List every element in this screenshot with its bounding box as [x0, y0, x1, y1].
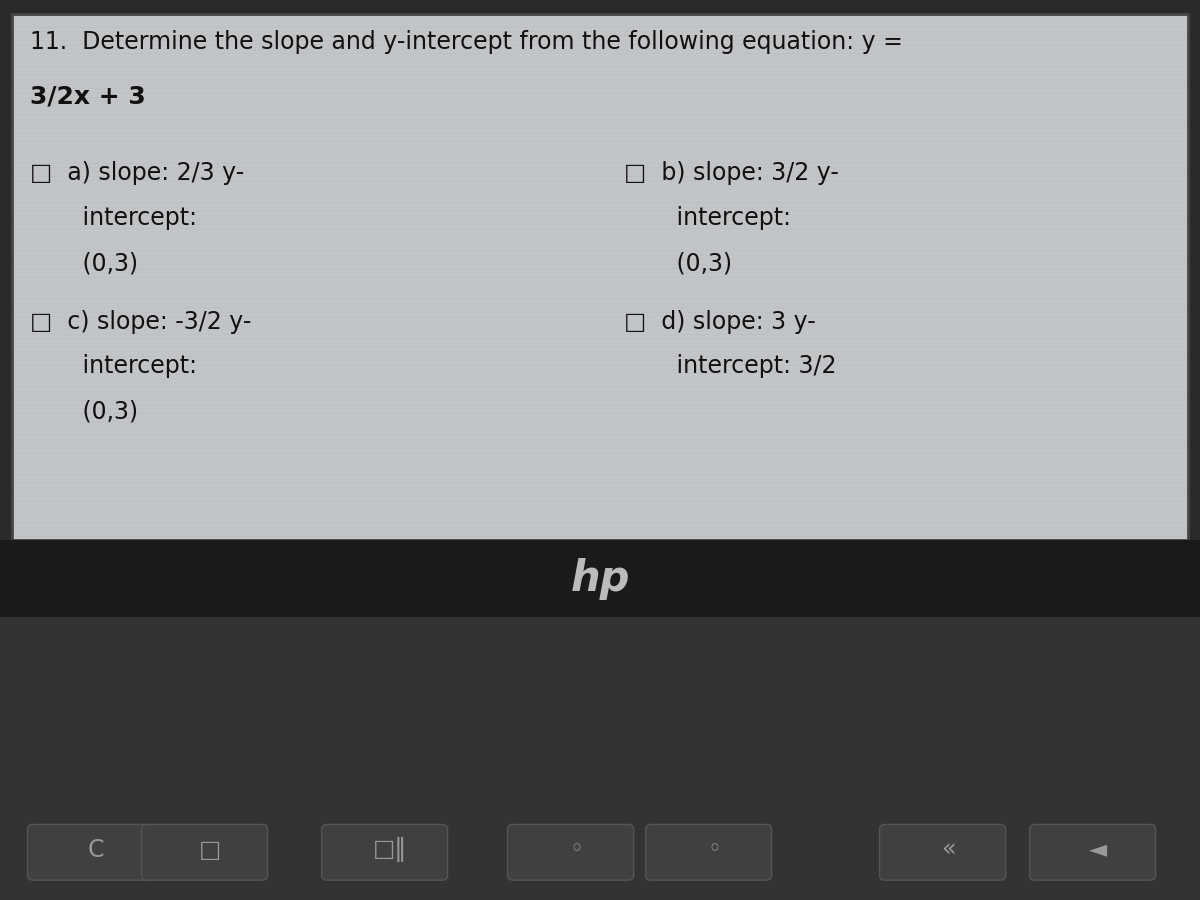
Text: □  b) slope: 3/2 y-: □ b) slope: 3/2 y-	[624, 161, 839, 185]
Text: ◦: ◦	[707, 838, 721, 861]
Text: (0,3): (0,3)	[30, 400, 138, 424]
Text: 3/2x + 3: 3/2x + 3	[30, 85, 145, 109]
Text: ◦: ◦	[569, 838, 583, 861]
Text: □‖: □‖	[373, 837, 407, 862]
FancyBboxPatch shape	[1030, 824, 1156, 880]
FancyBboxPatch shape	[646, 824, 772, 880]
Text: intercept:: intercept:	[30, 206, 197, 230]
Text: □  d) slope: 3 y-: □ d) slope: 3 y-	[624, 310, 816, 334]
Text: ◄: ◄	[1088, 838, 1108, 861]
Bar	[12, 14, 1188, 540]
Text: (0,3): (0,3)	[30, 251, 138, 275]
FancyBboxPatch shape	[322, 824, 448, 880]
Text: 11.  Determine the slope and y-intercept from the following equation: y =: 11. Determine the slope and y-intercept …	[30, 31, 902, 55]
Text: «: «	[941, 838, 955, 861]
Text: □  c) slope: -3/2 y-: □ c) slope: -3/2 y-	[30, 310, 251, 334]
Text: intercept:: intercept:	[624, 206, 791, 230]
Text: □: □	[199, 838, 221, 861]
FancyBboxPatch shape	[28, 824, 154, 880]
Text: (0,3): (0,3)	[624, 251, 732, 275]
Text: intercept:: intercept:	[30, 355, 197, 379]
FancyBboxPatch shape	[880, 824, 1006, 880]
FancyBboxPatch shape	[508, 824, 634, 880]
Text: hp: hp	[570, 558, 630, 599]
FancyBboxPatch shape	[142, 824, 268, 880]
Bar	[0, 540, 1200, 617]
Text: □  a) slope: 2/3 y-: □ a) slope: 2/3 y-	[30, 161, 245, 185]
Text: C: C	[88, 838, 104, 861]
Bar	[0, 616, 1200, 900]
Text: intercept: 3/2: intercept: 3/2	[624, 355, 836, 379]
